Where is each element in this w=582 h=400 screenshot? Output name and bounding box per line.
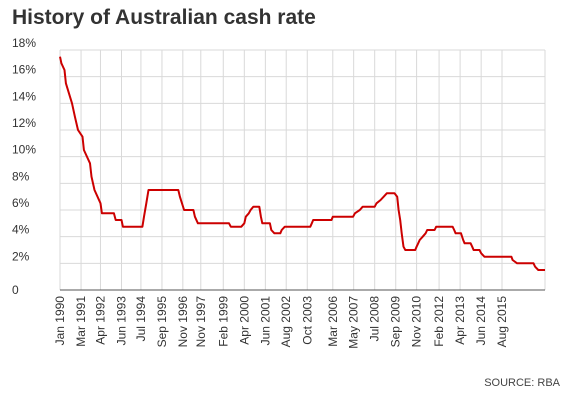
x-tick-label: Nov 2010 [410,296,424,348]
x-tick-label: Nov 1996 [176,296,190,348]
y-axis-ticks: 0 2% 4% 6% 8% 10% 12% 14% 16% 18% [12,36,36,297]
x-tick-label: Feb 1999 [216,296,230,347]
y-tick-label: 16% [12,63,36,77]
x-tick-label: Jul 2008 [368,296,382,342]
y-tick-label: 10% [12,143,36,157]
y-tick-label: 14% [12,89,36,103]
x-tick-label: Apr 2000 [237,296,251,345]
x-tick-label: Jan 1990 [53,296,67,346]
x-tick-label: Sep 1995 [155,296,169,348]
x-tick-label: Nov 1997 [194,296,208,348]
x-tick-label: Aug 2002 [279,296,293,348]
x-axis-ticks: Jan 1990 Mar 1991 Apr 1992 Jun 1993 Jul 1994… [53,296,509,349]
x-tick-label: Mar 2006 [326,296,340,347]
source-note: SOURCE: RBA [484,377,560,389]
y-tick-label: 12% [12,116,36,130]
cash-rate-series-line [59,56,545,271]
y-tick-label: 0 [12,283,19,297]
x-tick-label: Aug 2015 [495,296,509,348]
x-tick-label: Feb 2012 [432,296,446,347]
y-tick-label: 4% [12,223,30,237]
y-tick-label: 6% [12,196,30,210]
x-tick-label: Sep 2009 [389,296,403,348]
y-tick-label: 18% [12,36,36,50]
x-tick-label: Apr 1992 [93,296,107,345]
y-tick-label: 8% [12,169,30,183]
chart-title: History of Australian cash rate [12,6,316,29]
x-tick-label: Jun 2001 [258,296,272,346]
x-tick-label: Jun 2014 [474,296,488,346]
x-tick-label: Jun 1993 [115,296,129,346]
x-tick-label: Oct 2003 [300,296,314,345]
y-tick-label: 2% [12,249,30,263]
grid-lines [59,49,546,290]
x-tick-label: Apr 2013 [453,296,467,345]
x-tick-label: Mar 1991 [74,296,88,347]
x-tick-label: Jul 1994 [134,296,148,342]
x-tick-label: May 2007 [347,296,361,349]
